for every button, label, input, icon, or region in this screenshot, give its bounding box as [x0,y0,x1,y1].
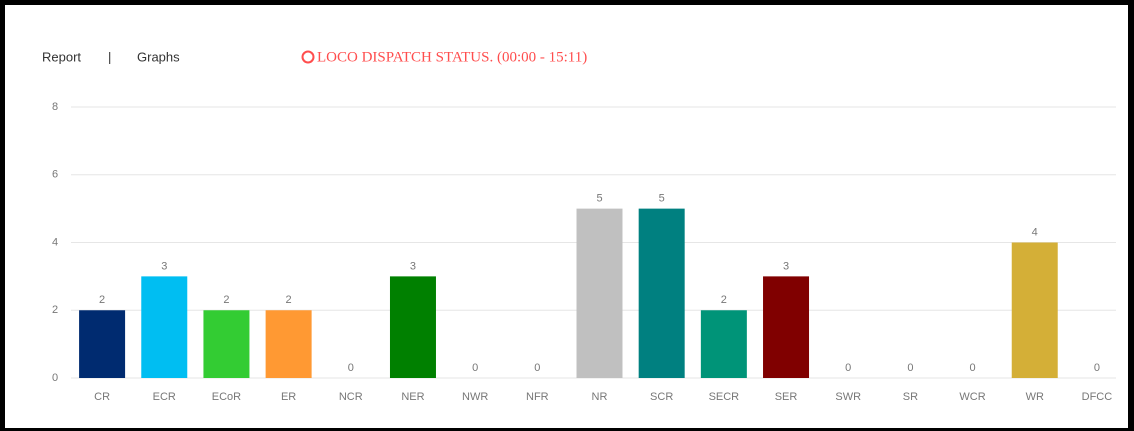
bar [1011,242,1058,378]
x-tick-label: ECoR [212,391,241,403]
value-label: 0 [907,362,913,374]
y-tick-label: 0 [52,372,58,384]
x-tick-label: SCR [650,391,673,403]
value-label: 0 [1094,362,1100,374]
bar [141,276,188,378]
x-tick-label: CR [94,391,110,403]
x-tick-label: NWR [462,391,488,403]
value-label: 3 [783,260,789,272]
x-tick-label: SWR [835,391,861,403]
bar [576,208,623,378]
x-tick-label: NR [592,391,608,403]
value-label: 5 [596,193,602,205]
value-label: 0 [845,362,851,374]
value-label: 3 [410,260,416,272]
x-tick-label: NER [401,391,424,403]
x-tick-label: SR [903,391,918,403]
x-tick-label: NCR [339,391,363,403]
tab-separator: | [108,49,111,64]
value-label: 4 [1032,226,1038,238]
value-label: 0 [969,362,975,374]
bar [79,310,126,378]
bar [763,276,810,378]
x-tick-label: DFCC [1082,391,1113,403]
tab-graphs[interactable]: Graphs [137,49,180,64]
tab-report[interactable]: Report [42,49,81,64]
value-label: 3 [161,260,167,272]
value-label: 0 [534,362,540,374]
value-label: 0 [348,362,354,374]
bar [700,310,747,378]
y-tick-label: 4 [52,236,58,248]
x-tick-label: WR [1026,391,1044,403]
value-label: 5 [659,193,665,205]
value-label: 2 [721,294,727,306]
x-tick-label: WCR [959,391,985,403]
bar [203,310,250,378]
x-tick-label: SECR [709,391,740,403]
bar [389,276,436,378]
value-label: 2 [99,294,105,306]
value-label: 2 [223,294,229,306]
y-tick-label: 6 [52,169,58,181]
x-tick-label: ER [281,391,296,403]
value-label: 0 [472,362,478,374]
y-tick-label: 2 [52,304,58,316]
bar [265,310,312,378]
x-tick-label: SER [775,391,798,403]
title-icon [301,50,315,64]
value-label: 2 [286,294,292,306]
y-tick-label: 8 [52,101,58,113]
bar [638,208,685,378]
chart-title: LOCO DISPATCH STATUS. (00:00 - 15:11) [317,49,587,65]
x-tick-label: ECR [153,391,176,403]
x-tick-label: NFR [526,391,549,403]
